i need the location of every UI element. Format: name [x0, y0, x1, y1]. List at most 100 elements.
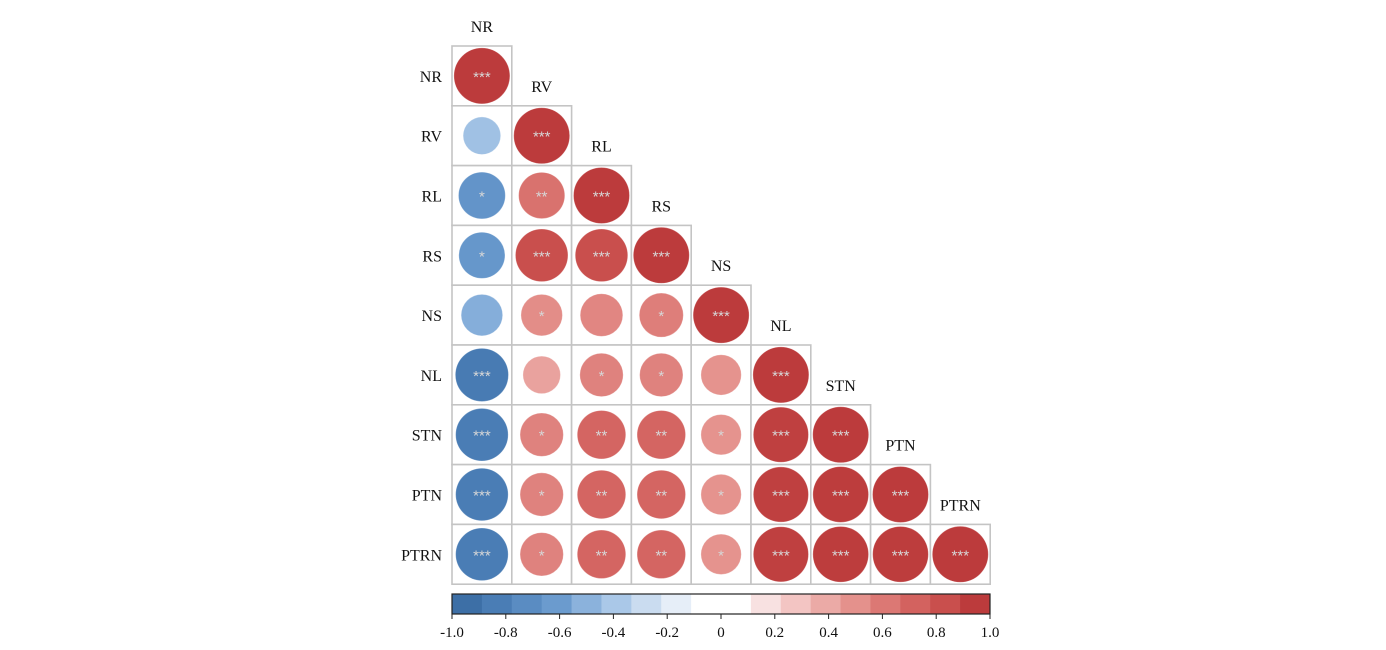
corr-circle-ns-rs: [638, 292, 684, 338]
corr-circle-nl-rv: [522, 355, 561, 395]
colorbar-segment: [780, 594, 812, 614]
corr-circle-rl-rl: [573, 167, 630, 224]
corr-circle-nl-ns: [700, 354, 742, 396]
row-label-ptn: PTN: [412, 488, 443, 505]
sig-marker-ns-ns: ***: [712, 308, 730, 325]
corr-circle-stn-nr: [455, 408, 509, 462]
col-label-stn: STN: [826, 378, 857, 395]
corr-circle-ptrn-rs: [636, 529, 686, 579]
colorbar-segment: [960, 594, 991, 614]
colorbar: -1.0 -0.8 -0.6 -0.4 -0.2 0 0.2 0.4 0.6 0.8 1.0: [440, 593, 1000, 641]
sig-marker-ns-rv: *: [539, 308, 545, 325]
corr-circle-ptn-nr: [455, 467, 509, 522]
colorbar-tick-label: -0.4: [602, 625, 626, 641]
corr-circle-ns-ns: [692, 286, 750, 344]
corr-circle-rs-rl: [574, 228, 629, 282]
corr-circle-ptrn-nl: [752, 526, 809, 583]
colorbar-segment: [661, 594, 692, 614]
sig-marker-ptn-rl: **: [596, 488, 608, 505]
colorbar-segment: [930, 594, 961, 614]
sig-marker-stn-stn: ***: [832, 428, 850, 445]
sig-marker-ptrn-rs: **: [655, 547, 667, 564]
sig-marker-nl-nl: ***: [772, 368, 790, 385]
sig-marker-rs-rl: ***: [593, 248, 611, 265]
cells-layer: ******* ** **** *** *** **** * ****** * * ****** * *…: [451, 45, 992, 586]
corr-circle-ptrn-rl: [576, 529, 627, 579]
corr-circle-stn-stn: [812, 406, 870, 464]
row-label-ns: NS: [422, 308, 442, 325]
row-label-nl: NL: [421, 368, 442, 385]
sig-marker-ptn-rs: **: [655, 488, 667, 505]
colorbar-tick-label: 0.4: [819, 625, 838, 641]
sig-marker-ptn-nl: ***: [772, 488, 790, 505]
colorbar-segment: [631, 594, 662, 614]
corr-circle-ptn-rv: [519, 472, 564, 517]
corr-circle-ptrn-stn: [812, 526, 869, 583]
corr-circle-ptn-rs: [636, 469, 686, 520]
row-label-nr: NR: [420, 69, 443, 86]
colorbar-segment: [691, 594, 722, 614]
colorbar-segment: [721, 594, 752, 614]
col-label-rs: RS: [652, 198, 672, 215]
colorbar-tick-label: -0.6: [548, 625, 572, 641]
corr-circle-ptn-rl: [576, 469, 627, 520]
col-label-rl: RL: [591, 139, 611, 156]
colorbar-segment: [870, 594, 901, 614]
sig-marker-stn-nl: ***: [772, 428, 790, 445]
sig-marker-ptrn-ptn: ***: [892, 547, 910, 564]
sig-marker-ptrn-nl: ***: [772, 547, 790, 564]
col-label-rv: RV: [531, 79, 552, 96]
sig-marker-stn-rv: *: [539, 428, 545, 445]
corr-circle-stn-rv: [519, 412, 564, 457]
sig-marker-rv-rv: ***: [533, 129, 551, 146]
col-label-ptrn: PTRN: [940, 497, 981, 514]
corr-circle-stn-nl: [752, 406, 809, 463]
corr-circle-nl-rs: [639, 352, 684, 397]
sig-marker-nl-rs: *: [658, 368, 664, 385]
corr-circle-ptn-stn: [812, 466, 869, 523]
sig-marker-stn-rs: **: [655, 428, 667, 445]
col-label-nr: NR: [471, 19, 494, 36]
sig-marker-nl-nr: ***: [473, 368, 491, 385]
sig-marker-ptrn-rl: **: [596, 547, 608, 564]
sig-marker-ptrn-stn: ***: [832, 547, 850, 564]
colorbar-tick-label: -0.2: [655, 625, 679, 641]
sig-marker-ptn-ptn: ***: [892, 488, 910, 505]
corr-circle-stn-ns: [700, 414, 742, 456]
colorbar-tick-label: -0.8: [494, 625, 518, 641]
labels-layer: NR NR RV RV RL RL RS RS NS NS NL NL STN STN PTN PTN PTRN…: [401, 19, 981, 564]
corr-circle-ptrn-rv: [519, 532, 564, 577]
sig-marker-ptn-ns: *: [718, 488, 724, 505]
corr-circle-ns-rl: [579, 293, 624, 337]
corr-circle-ptn-nl: [752, 466, 809, 523]
corr-circle-ptn-ptn: [872, 466, 929, 523]
colorbar-tick-label: 0: [717, 625, 725, 641]
sig-marker-ns-rs: *: [658, 308, 664, 325]
col-label-nl: NL: [770, 318, 791, 335]
colorbar-segment: [511, 594, 543, 614]
colorbar-segment: [810, 594, 842, 614]
colorbar-segment: [601, 594, 632, 614]
sig-marker-stn-ns: *: [718, 428, 724, 445]
sig-marker-rs-nr: *: [479, 248, 485, 265]
corr-circle-nl-rl: [579, 352, 624, 397]
corr-circle-ptrn-nr: [455, 527, 509, 581]
row-label-rl: RL: [422, 189, 442, 206]
col-label-ptn: PTN: [885, 438, 916, 455]
colorbar-segment: [750, 594, 782, 614]
row-label-stn: STN: [412, 428, 443, 445]
corr-circle-nl-nr: [454, 347, 509, 402]
corr-circle-rs-rv: [515, 228, 569, 282]
colorbar-segment: [541, 594, 573, 614]
row-label-rs: RS: [422, 248, 442, 265]
sig-marker-ptn-stn: ***: [832, 488, 850, 505]
colorbar-segment: [481, 594, 513, 614]
sig-marker-ptrn-nr: ***: [473, 547, 491, 564]
corr-circle-rl-nr: [458, 171, 506, 220]
colorbar-segment: [452, 594, 483, 614]
sig-marker-rl-rv: **: [536, 189, 548, 206]
sig-marker-rs-rs: ***: [653, 248, 671, 265]
sig-marker-stn-rl: **: [596, 428, 608, 445]
colorbar-tick-label: 1.0: [981, 625, 1000, 641]
corr-circle-ptrn-ns: [700, 533, 742, 575]
